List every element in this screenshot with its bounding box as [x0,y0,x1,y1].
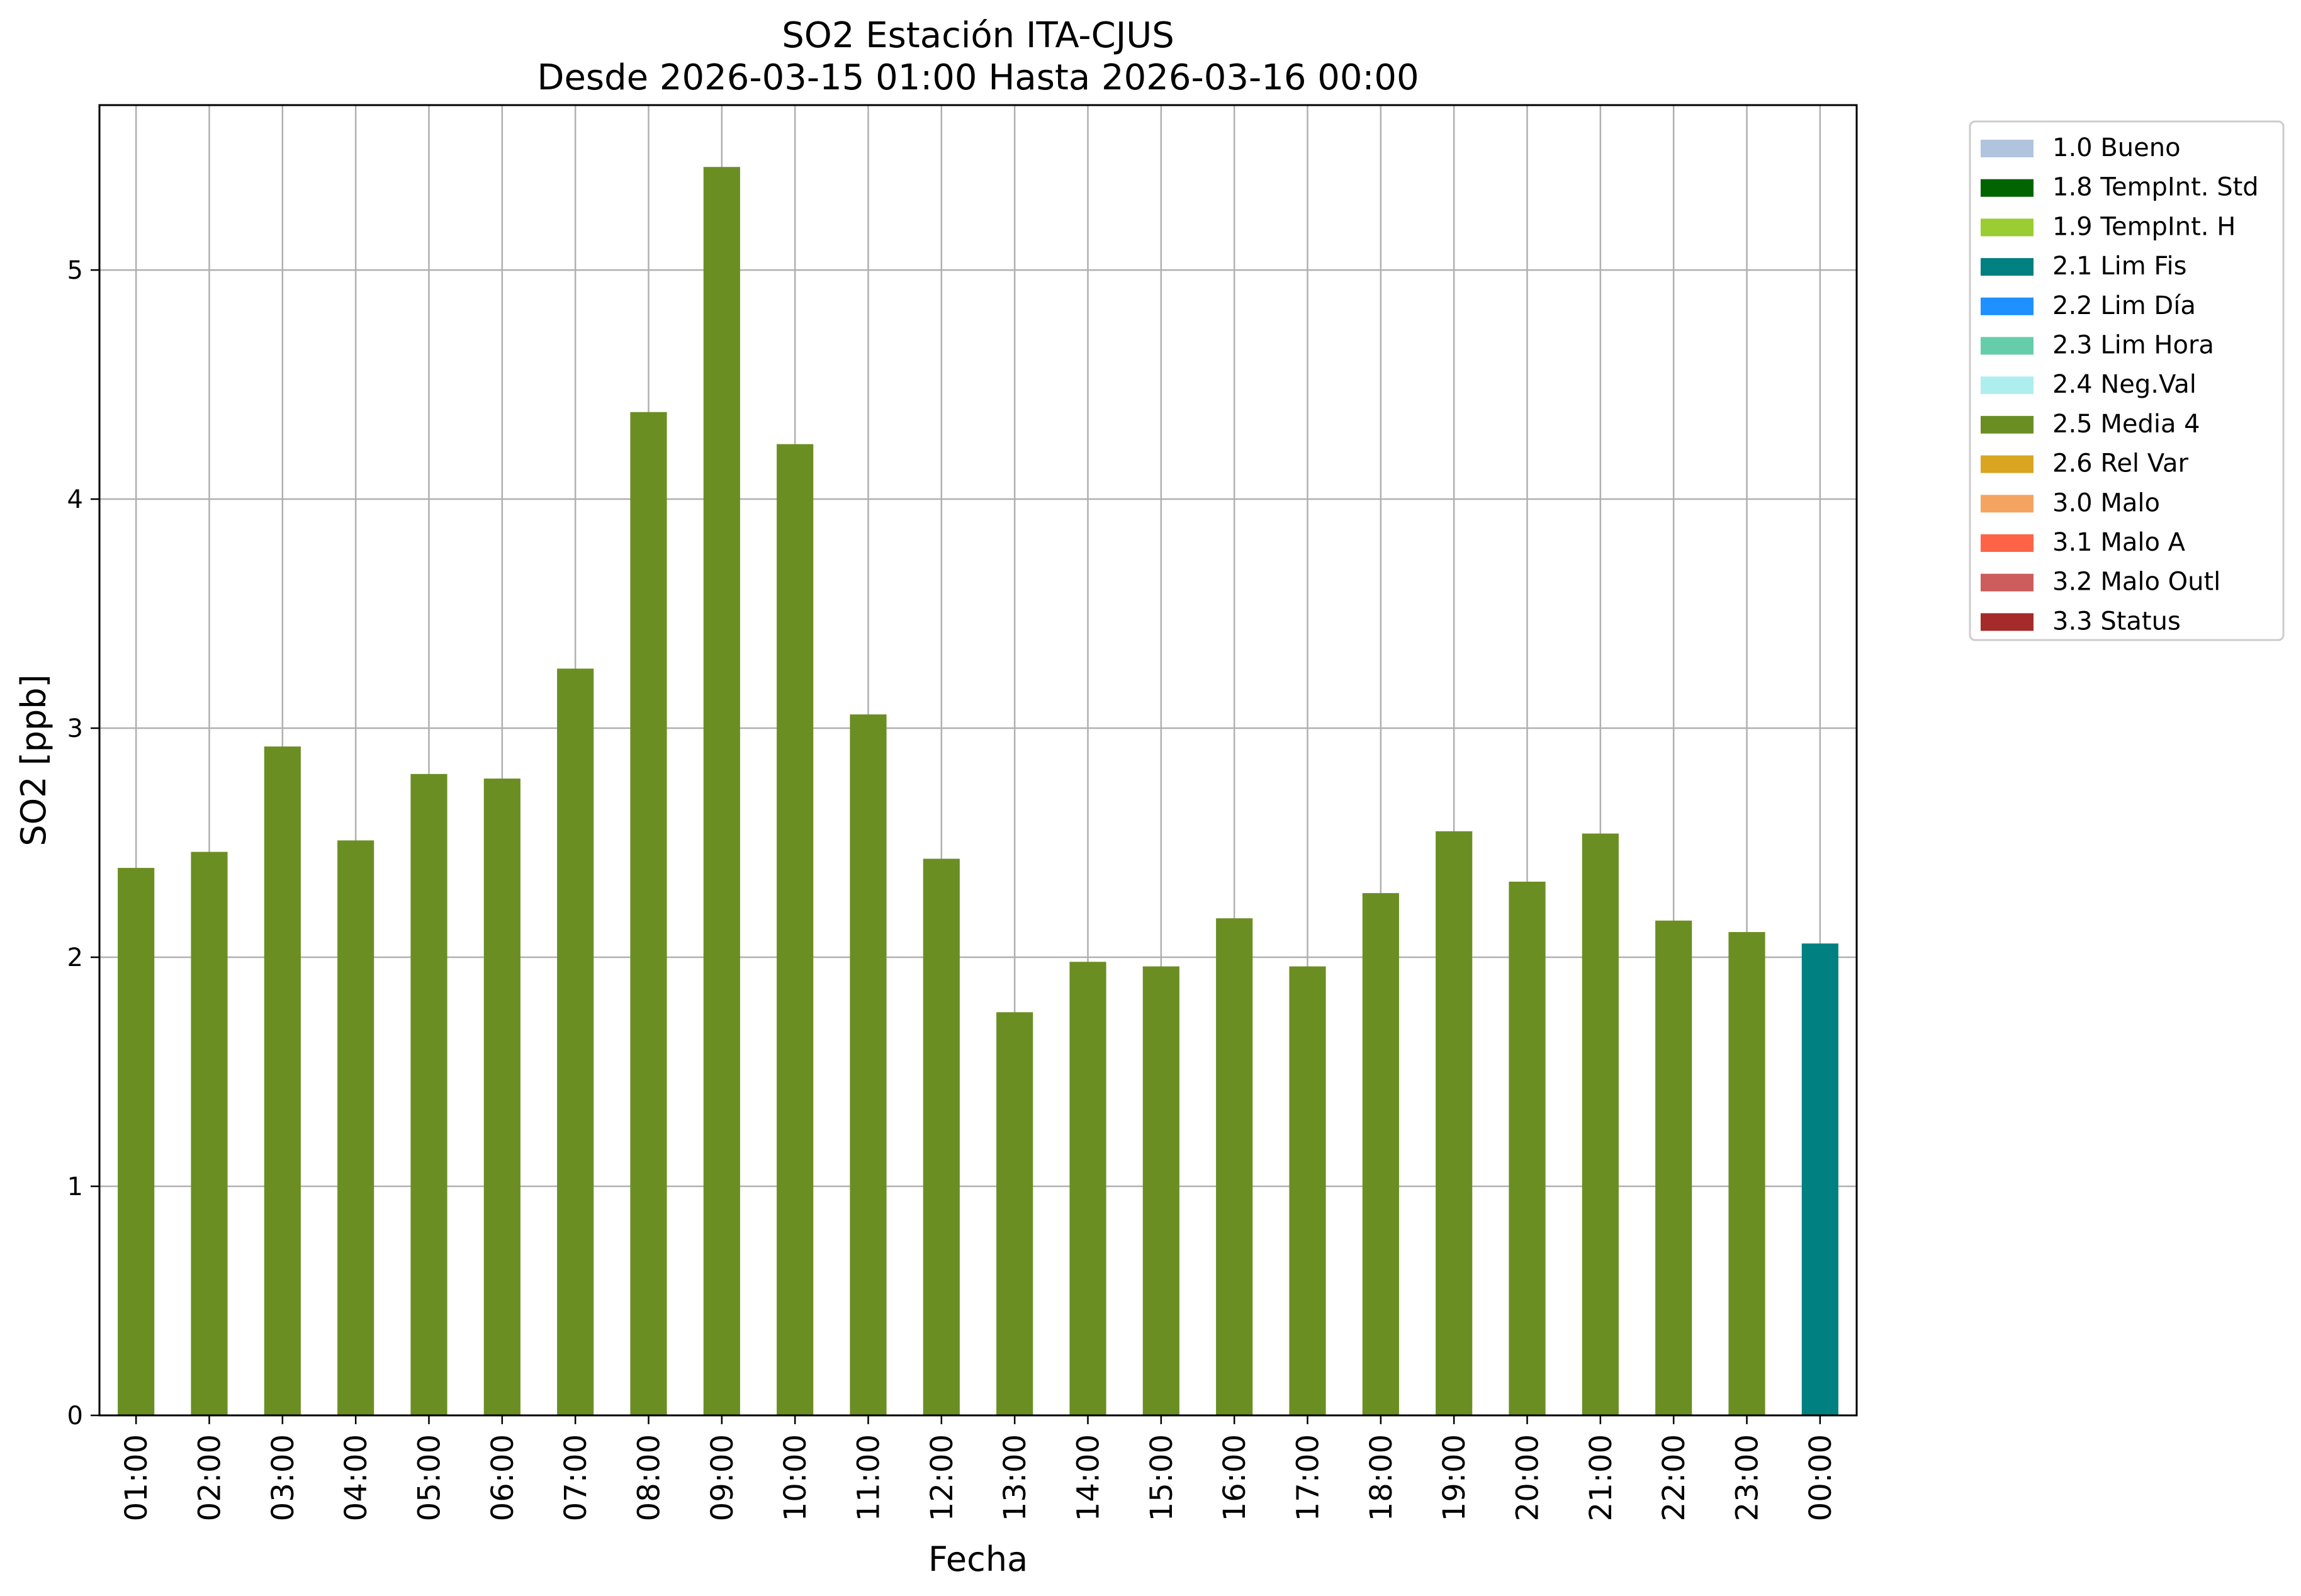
x-tick-label: 12:00 [925,1434,960,1521]
legend-frame [1969,120,2285,641]
legend-label: 2.4 Neg.Val [2052,370,2197,399]
x-axis-label: Fecha [928,1539,1028,1579]
bar-2100 [1582,833,1619,1415]
x-tick-label: 03:00 [266,1434,301,1521]
x-tick-label: 06:00 [485,1434,520,1521]
legend-label: 2.6 Rel Var [2052,449,2189,478]
legend-label: 2.1 Lim Fis [2052,252,2186,281]
legend-label: 2.5 Media 4 [2052,410,2200,439]
y-axis-ticks: 0 1 2 3 4 5 [67,256,99,1430]
plot-frame [98,104,1858,1417]
legend-label: 3.3 Status [2052,607,2181,636]
x-tick-label: 10:00 [778,1434,813,1521]
bar-2000 [1509,881,1546,1415]
legend-swatch [1981,455,2034,473]
bar-1400 [1069,962,1106,1415]
x-tick-label: 00:00 [1803,1434,1838,1521]
bar-1500 [1142,966,1179,1415]
legend-entries: 1.0 Bueno 1.8 TempInt. Std 1.9 TempInt. H 2… [1981,133,2259,636]
bar-1000 [777,444,814,1416]
legend-label: 1.9 TempInt. H [2052,212,2236,241]
y-tick-label: 5 [67,256,83,285]
y-tick-label: 0 [67,1402,83,1430]
bar-0600 [483,778,520,1415]
bar-0200 [191,851,228,1415]
legend-swatch [1981,140,2034,157]
legend-label: 1.0 Bueno [2052,133,2181,162]
x-tick-label: 20:00 [1511,1434,1546,1521]
y-tick-label: 3 [67,714,83,743]
bar-1200 [923,858,960,1415]
x-tick-label: 01:00 [119,1434,154,1521]
bar-0700 [557,668,594,1415]
legend: 1.0 Bueno 1.8 TempInt. Std 1.9 TempInt. H 2… [1969,120,2285,641]
bar-0500 [410,773,447,1415]
x-tick-label: 09:00 [705,1434,740,1521]
legend-label: 2.3 Lim Hora [2052,331,2214,360]
legend-swatch [1981,179,2034,197]
x-tick-label: 08:00 [632,1434,667,1521]
bar-2200 [1655,920,1692,1415]
x-tick-label: 16:00 [1217,1434,1252,1521]
bar-0300 [264,746,301,1415]
legend-swatch [1981,258,2034,276]
bar-2300 [1728,931,1765,1415]
x-tick-label: 17:00 [1291,1434,1326,1521]
y-tick-label: 2 [67,943,83,972]
bar-1700 [1289,966,1326,1415]
legend-swatch [1981,376,2034,395]
x-axis-ticks: 01:00 02:00 03:00 04:00 05:00 06:00 07:00 08:00… [119,1415,1838,1521]
bar-0800 [630,412,667,1416]
x-tick-label: 02:00 [193,1434,228,1521]
bar-1900 [1436,831,1473,1415]
bars [118,167,1838,1416]
x-tick-label: 04:00 [339,1434,374,1521]
x-tick-label: 05:00 [412,1434,447,1521]
legend-swatch [1981,534,2034,552]
bar-1100 [850,714,887,1415]
legend-swatch [1981,218,2034,237]
bar-0100 [118,868,155,1415]
bar-1600 [1216,918,1253,1415]
x-tick-label: 15:00 [1144,1434,1179,1521]
x-tick-label: 19:00 [1437,1434,1472,1521]
x-tick-label: 13:00 [998,1434,1033,1521]
legend-label: 3.0 Malo [2052,488,2160,517]
legend-swatch [1981,613,2034,631]
x-tick-label: 22:00 [1657,1434,1692,1521]
legend-label: 2.2 Lim Día [2052,291,2196,320]
legend-swatch [1981,495,2034,513]
x-tick-label: 07:00 [558,1434,594,1521]
legend-label: 1.8 TempInt. Std [2052,173,2259,202]
bar-0400 [337,840,374,1415]
bar-0000 [1801,943,1838,1415]
legend-swatch [1981,297,2034,315]
y-tick-label: 1 [67,1172,83,1201]
legend-swatch [1981,573,2034,592]
legend-swatch [1981,337,2034,355]
x-tick-label: 21:00 [1584,1434,1619,1521]
x-tick-label: 18:00 [1364,1434,1399,1521]
y-tick-label: 4 [67,485,83,514]
x-tick-label: 14:00 [1071,1434,1106,1521]
y-axis-label: SO2 [ppb] [14,674,53,846]
chart-title: SO2 Estación ITA-CJUS [782,15,1174,56]
bar-1800 [1362,893,1399,1415]
x-tick-label: 23:00 [1730,1434,1765,1521]
legend-swatch [1981,415,2034,434]
bar-1300 [996,1012,1033,1415]
x-tick-label: 11:00 [852,1434,887,1521]
chart-subtitle: Desde 2026-03-15 01:00 Hasta 2026-03-16 … [537,57,1419,98]
legend-label: 3.1 Malo A [2052,528,2186,557]
legend-label: 3.2 Malo Outl [2052,568,2220,597]
bar-0900 [703,167,740,1415]
